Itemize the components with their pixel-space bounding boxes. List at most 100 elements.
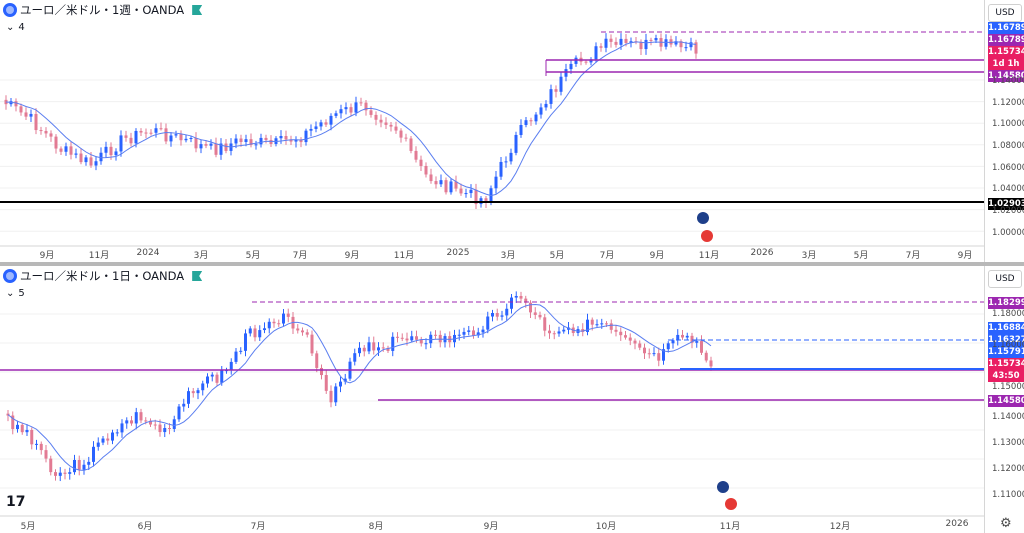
- chevron-down-icon[interactable]: ⌄: [6, 288, 15, 299]
- candle-body: [604, 38, 608, 48]
- time-axis-label: 9月: [344, 251, 360, 261]
- candle-body: [144, 420, 148, 422]
- candle-body: [419, 159, 423, 166]
- candle-body: [334, 113, 338, 116]
- candle-body: [319, 122, 323, 127]
- candle-body: [299, 139, 303, 143]
- candle-body: [139, 130, 143, 133]
- event-marker-icon: [725, 498, 737, 510]
- candle-body: [267, 321, 271, 329]
- daily-chart-title[interactable]: ユーロ／米ドル・1日・OANDA: [20, 269, 185, 283]
- weekly-chart-canvas[interactable]: [0, 0, 984, 262]
- candle-body: [484, 198, 488, 203]
- candle-body: [424, 343, 428, 345]
- candle-body: [372, 342, 376, 351]
- event-marker-icon: [717, 481, 729, 493]
- candle-body: [58, 472, 62, 476]
- time-axis-label: 2026: [945, 519, 969, 529]
- currency-selector[interactable]: USD: [988, 270, 1022, 288]
- weekly-chart-title[interactable]: ユーロ／米ドル・1週・OANDA: [20, 3, 185, 17]
- candle-body: [109, 146, 113, 156]
- currency-selector[interactable]: USD: [988, 4, 1022, 22]
- candle-body: [158, 424, 162, 433]
- daily-chart-canvas[interactable]: [0, 266, 984, 533]
- candle-body: [462, 331, 466, 335]
- candle-body: [419, 339, 423, 344]
- candle-body: [254, 144, 258, 146]
- time-axis-label: 7月: [250, 522, 266, 532]
- candle-body: [54, 136, 58, 149]
- candle-body: [704, 352, 708, 361]
- candle-body: [84, 157, 88, 163]
- candle-body: [469, 189, 473, 194]
- settings-gear-icon[interactable]: ⚙: [1000, 516, 1012, 531]
- candle-body: [196, 390, 200, 394]
- time-axis-label: 11月: [393, 251, 415, 261]
- candle-body: [234, 138, 238, 144]
- candle-body: [429, 174, 433, 182]
- candle-body: [410, 336, 414, 341]
- candle-body: [339, 381, 342, 387]
- candle-body: [129, 137, 133, 144]
- weekly-indicator-toggle[interactable]: ⌄ 4: [6, 22, 25, 33]
- candle-body: [324, 375, 328, 391]
- candle-body: [174, 134, 178, 136]
- tradingview-logo-icon[interactable]: 17: [6, 494, 26, 510]
- candle-body: [369, 110, 373, 115]
- candle-body: [210, 374, 214, 377]
- candle-body: [339, 109, 343, 114]
- time-axis-label: 6月: [137, 522, 153, 532]
- candle-body: [343, 378, 347, 382]
- candle-body: [467, 330, 471, 332]
- candle-body: [510, 297, 513, 309]
- candle-body: [459, 188, 463, 194]
- candle-body: [464, 193, 468, 195]
- candle-body: [310, 334, 314, 354]
- candle-body: [614, 41, 618, 45]
- candle-body: [329, 390, 333, 403]
- candle-body: [434, 334, 437, 336]
- candle-body: [215, 374, 219, 383]
- candle-body: [514, 134, 518, 153]
- candle-body: [87, 461, 91, 465]
- candle-body: [189, 138, 193, 140]
- candle-body: [344, 107, 348, 110]
- time-axis-label: 11月: [719, 522, 741, 532]
- chevron-down-icon[interactable]: ⌄: [6, 22, 15, 33]
- price-tick: 1.02000: [992, 206, 1024, 216]
- price-label: 1.02903: [988, 198, 1024, 210]
- candle-body: [638, 343, 642, 348]
- market-status-icon: [192, 271, 203, 281]
- candle-body: [539, 107, 543, 115]
- time-axis-label: 12月: [829, 522, 851, 532]
- weekly-chart-pane[interactable]: ユーロ／米ドル・1週・OANDA ⌄ 4 USD 1.16789 1.16789…: [0, 0, 1024, 262]
- candle-body: [269, 139, 273, 144]
- currency-pair-icon: [3, 269, 17, 283]
- candle-body: [647, 353, 651, 355]
- candle-body: [182, 403, 186, 407]
- candle-body: [600, 323, 604, 325]
- time-axis-label: 11月: [698, 251, 720, 261]
- pane-divider[interactable]: [0, 262, 1024, 266]
- price-tick: 1.14000: [992, 412, 1024, 422]
- candle-body: [25, 429, 29, 433]
- time-axis-label: 8月: [368, 522, 384, 532]
- candle-body: [524, 298, 528, 303]
- candle-body: [619, 38, 623, 45]
- candle-body: [409, 138, 413, 151]
- candle-body: [666, 343, 670, 350]
- candle-body: [179, 134, 183, 141]
- price-tick: 1.08000: [992, 141, 1024, 151]
- price-label: 1.18299: [988, 297, 1024, 309]
- candle-body: [94, 161, 98, 166]
- candle-body: [11, 415, 15, 430]
- daily-chart-pane[interactable]: ユーロ／米ドル・1日・OANDA ⌄ 5 USD 1.18299 1.16884…: [0, 266, 1024, 533]
- candle-body: [249, 139, 253, 145]
- candle-body: [194, 138, 198, 149]
- candle-body: [39, 130, 43, 132]
- daily-indicator-toggle[interactable]: ⌄ 5: [6, 288, 25, 299]
- candle-body: [206, 376, 209, 384]
- price-label: 1.15734: [988, 358, 1024, 370]
- candle-body: [139, 412, 143, 421]
- candle-body: [272, 321, 276, 324]
